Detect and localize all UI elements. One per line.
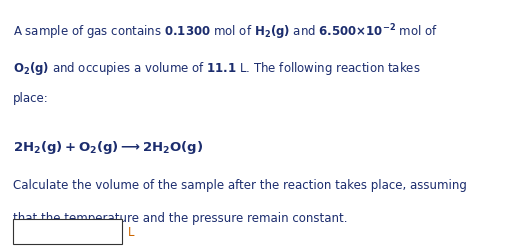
Text: L: L	[128, 226, 135, 239]
FancyBboxPatch shape	[13, 219, 122, 244]
Text: that the temperature and the pressure remain constant.: that the temperature and the pressure re…	[13, 212, 347, 225]
Text: A sample of gas contains $\mathbf{0.1300}$ mol of $\mathbf{H_2(g)}$ and $\mathbf: A sample of gas contains $\mathbf{0.1300…	[13, 22, 438, 42]
Text: $\mathbf{2H_2(g) + O_2(g){\longrightarrow}2H_2O(g)}$: $\mathbf{2H_2(g) + O_2(g){\longrightarro…	[13, 139, 203, 156]
Text: place:: place:	[13, 92, 48, 105]
Text: Calculate the volume of the sample after the reaction takes place, assuming: Calculate the volume of the sample after…	[13, 179, 466, 192]
Text: $\mathbf{O_2(g)}$ and occupies a volume of $\mathbf{11.1}$ L. The following reac: $\mathbf{O_2(g)}$ and occupies a volume …	[13, 60, 421, 77]
